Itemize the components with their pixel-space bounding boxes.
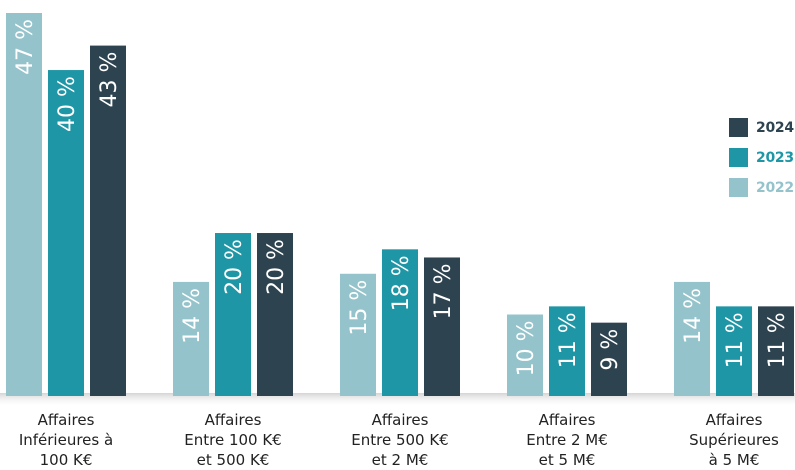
bar-2024-0 bbox=[90, 45, 126, 397]
legend-item-2024: 2024 bbox=[729, 118, 795, 137]
bar-2023-2 bbox=[382, 249, 418, 396]
legend-item-2022: 2022 bbox=[729, 178, 795, 197]
data-label-2022-2: 15 % bbox=[347, 280, 372, 336]
bar-2022-2 bbox=[340, 273, 376, 396]
bar-2023-0 bbox=[48, 70, 84, 397]
bar-2023-4 bbox=[716, 306, 752, 396]
bar-2023-1 bbox=[215, 233, 251, 396]
data-label-2023-1: 20 % bbox=[222, 239, 247, 295]
data-label-2023-2: 18 % bbox=[389, 255, 414, 311]
legend-label-2022: 2022 bbox=[756, 179, 794, 196]
data-label-2024-4: 11 % bbox=[765, 312, 790, 368]
category-label-4: Affaires Supérieures à 5 M€ bbox=[689, 411, 779, 469]
bar-2022-4 bbox=[674, 281, 710, 396]
bars-layer bbox=[6, 13, 794, 397]
legend-label-2023: 2023 bbox=[756, 149, 794, 166]
baseline-shadow bbox=[0, 393, 795, 407]
data-label-2023-3: 11 % bbox=[556, 312, 581, 368]
category-label-3: Affaires Entre 2 M€ et 5 M€ bbox=[526, 411, 608, 469]
data-label-2024-1: 20 % bbox=[264, 239, 289, 295]
bar-2023-3 bbox=[549, 306, 585, 396]
data-label-2024-0: 43 % bbox=[97, 52, 122, 108]
bar-2024-2 bbox=[424, 257, 460, 396]
category-label-2: Affaires Entre 500 K€ et 2 M€ bbox=[351, 411, 448, 469]
bar-2024-3 bbox=[591, 322, 627, 396]
bar-2024-1 bbox=[257, 233, 293, 396]
data-label-2022-1: 14 % bbox=[180, 288, 205, 344]
data-label-2024-3: 9 % bbox=[598, 329, 623, 371]
data-labels-layer: 47 % 14 % 15 % 10 % 14 % 40 % 20 % 18 % 11 % 11 %… bbox=[13, 19, 790, 376]
data-label-2023-0: 40 % bbox=[55, 76, 80, 132]
bar-2022-0 bbox=[6, 13, 42, 396]
data-label-2022-0: 47 % bbox=[13, 19, 38, 75]
legend-item-2023: 2023 bbox=[729, 148, 795, 167]
x-axis-labels: Affaires Inférieures à 100 K€ Affaires Entre… bbox=[19, 411, 779, 469]
chart-legend: 2024 2023 2022 bbox=[729, 118, 795, 208]
data-label-2022-4: 14 % bbox=[681, 288, 706, 344]
legend-swatch-2024 bbox=[729, 118, 748, 137]
bar-2024-4 bbox=[758, 306, 794, 396]
category-label-0: Affaires Inférieures à 100 K€ bbox=[19, 411, 113, 469]
bar-2022-1 bbox=[173, 281, 209, 396]
data-label-2022-3: 10 % bbox=[514, 321, 539, 377]
bar-2022-3 bbox=[507, 314, 543, 396]
legend-swatch-2023 bbox=[729, 148, 748, 167]
category-label-1: Affaires Entre 100 K€ et 500 K€ bbox=[184, 411, 281, 469]
legend-swatch-2022 bbox=[729, 178, 748, 197]
data-label-2023-4: 11 % bbox=[723, 312, 748, 368]
data-label-2024-2: 17 % bbox=[431, 263, 456, 319]
legend-label-2024: 2024 bbox=[756, 119, 794, 136]
